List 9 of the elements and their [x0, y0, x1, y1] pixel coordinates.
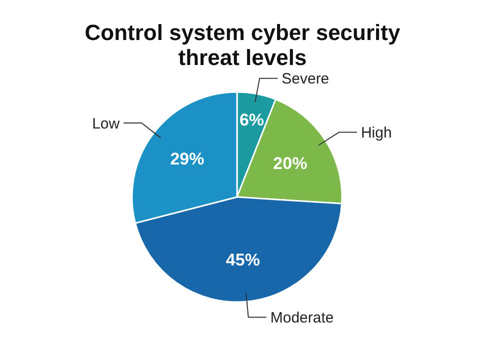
slice-label: Severe	[282, 70, 330, 88]
chart-title: Control system cyber security threat levels	[84, 20, 401, 70]
data-label: 29%	[170, 149, 204, 168]
slice-label: High	[360, 124, 392, 142]
data-label: 6%	[239, 110, 264, 130]
slice-label: Low	[92, 115, 120, 132]
data-label: 20%	[273, 154, 308, 174]
slice-label: Moderate	[270, 309, 334, 326]
data-label: 45%	[226, 250, 260, 270]
